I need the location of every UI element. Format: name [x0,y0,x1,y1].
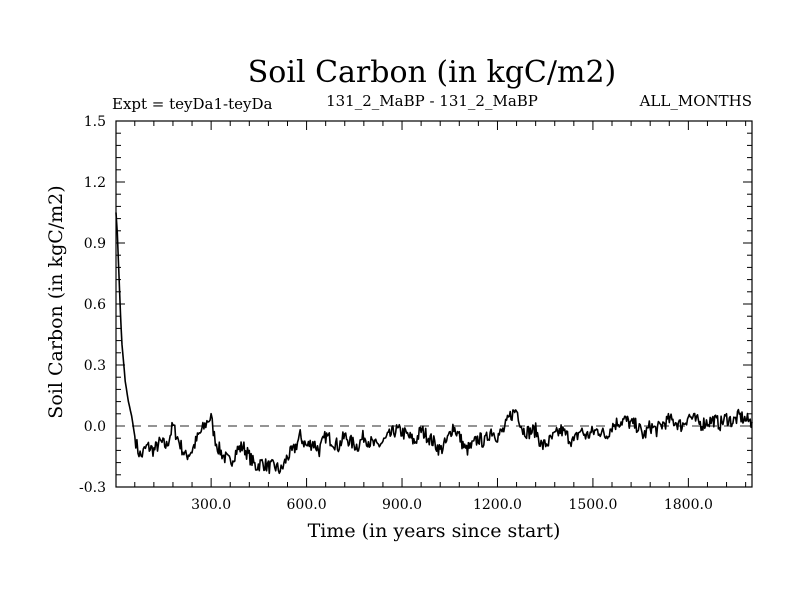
y-tick-label: 0.9 [84,236,106,252]
plot-frame [115,120,753,488]
series-line-soil-carbon [115,212,753,475]
x-tick-label: 300.0 [191,497,231,513]
y-tick-label: 0.0 [84,419,106,435]
axis-ticks [116,120,752,488]
x-tick-label: 1200.0 [473,497,522,513]
x-tick-label: 1800.0 [664,497,713,513]
y-axis-label: Soil Carbon (in kgC/m2) [45,185,67,418]
x-tick-label: 600.0 [287,497,327,513]
x-axis-label: Time (in years since start) [308,520,561,542]
chart-title: Soil Carbon (in kgC/m2) [248,55,616,90]
y-tick-label: 1.5 [84,114,106,130]
tick-labels: 300.0 600.0 900.0 1200.0 1500.0 1800.0 -0.3 0.0… [79,114,713,513]
y-tick-label: 0.3 [84,358,106,374]
x-tick-label: 900.0 [382,497,422,513]
y-tick-label: 1.2 [84,175,106,191]
subtitle-center: 131_2_MaBP - 131_2_MaBP [326,92,538,110]
y-tick-label: 0.6 [84,297,106,313]
y-tick-label: -0.3 [79,480,106,496]
subtitle-right: ALL_MONTHS [639,92,752,110]
x-tick-label: 1500.0 [568,497,617,513]
subtitle-left: Expt = teyDa1-teyDa [112,95,273,113]
